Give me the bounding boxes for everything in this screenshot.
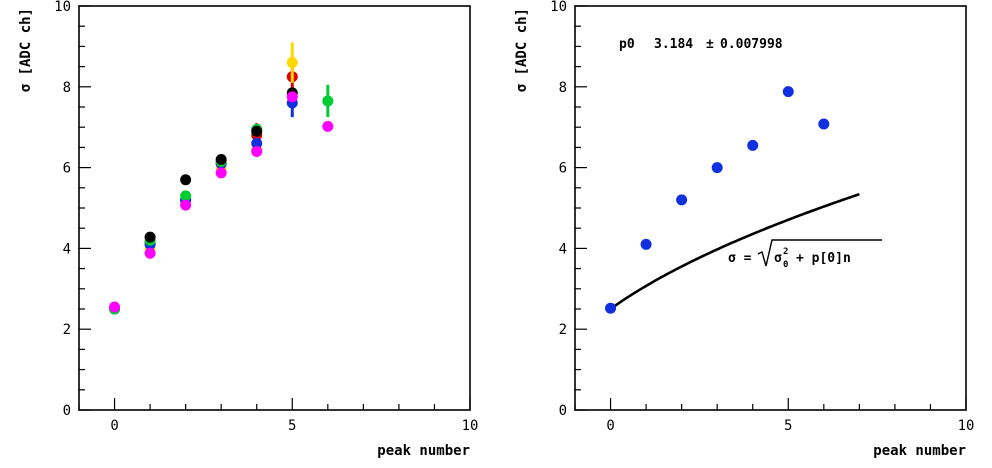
x-tick-label: 0	[110, 418, 118, 434]
fit-parameter-box: p0 3.184 ±0.007998	[619, 37, 783, 52]
y-tick-label: 2	[559, 322, 567, 338]
y-tick-label: 6	[559, 161, 567, 177]
fit-param-error: 0.007998	[720, 37, 783, 52]
formula-sigma: σ	[774, 251, 782, 266]
x-tick-label: 5	[784, 418, 792, 434]
data-point	[215, 167, 227, 179]
data-point	[180, 174, 192, 186]
sqrt-sign	[757, 239, 882, 267]
y-tick-label: 10	[550, 0, 567, 15]
y-tick-label: 6	[63, 161, 71, 177]
data-point	[322, 120, 334, 132]
y-axis-label: σ [ADC ch]	[514, 8, 530, 92]
data-point	[109, 301, 121, 313]
fit-param-value: 3.184	[654, 37, 693, 52]
chart-right-svg: 0 2 4 6 8 10 0 5 10 peak number σ [ADC ch] p0 3.184 ±…	[514, 0, 975, 459]
y-tick-label: 10	[54, 0, 71, 15]
data-point	[818, 118, 830, 130]
data-point	[251, 145, 263, 157]
fit-param-pm: ±	[706, 37, 714, 52]
formula-superscript: 2	[783, 247, 788, 257]
data-point	[676, 194, 688, 206]
fit-curve	[609, 192, 860, 311]
y-tick-label: 4	[559, 241, 567, 257]
y-tick-label: 0	[63, 403, 71, 419]
chart-right: 0 2 4 6 8 10 0 5 10 peak number σ [ADC ch] p0 3.184 ±…	[496, 0, 992, 468]
plot-frame	[574, 5, 967, 411]
formula-lhs: σ =	[728, 251, 752, 266]
data-point	[144, 231, 156, 243]
x-tick-label: 5	[288, 418, 296, 434]
data-point	[215, 154, 227, 166]
x-tick-label: 10	[958, 418, 975, 434]
x-axis-label: peak number	[873, 443, 966, 459]
data-point	[144, 247, 156, 259]
chart-left-svg: 0 2 4 6 8 10 0 5 10 peak number σ [ADC ch]	[18, 0, 479, 459]
data-point	[180, 190, 192, 202]
y-tick-label: 8	[63, 80, 71, 96]
data-point	[180, 199, 192, 211]
fit-param-name: p0	[619, 37, 635, 52]
y-axis-label: σ [ADC ch]	[18, 8, 34, 92]
data-point	[251, 137, 263, 149]
chart-left: 0 2 4 6 8 10 0 5 10 peak number σ [ADC ch]	[18, 0, 479, 459]
data-point	[286, 57, 298, 69]
data-point	[782, 86, 794, 98]
data-point	[640, 238, 652, 250]
data-point	[286, 91, 298, 103]
y-tick-label: 0	[559, 403, 567, 419]
x-axis-label: peak number	[377, 443, 470, 459]
y-tick-label: 2	[63, 322, 71, 338]
data-point	[251, 125, 263, 137]
formula-rhs: + p[0]n	[796, 251, 851, 266]
x-tick-label: 0	[606, 418, 614, 434]
y-tick-label: 4	[63, 241, 71, 257]
data-point	[747, 139, 759, 151]
data-point	[605, 302, 617, 314]
fit-formula: σ = σ 0 2 + p[0]n	[728, 239, 882, 270]
data-point	[711, 162, 723, 174]
x-tick-label: 10	[462, 418, 479, 434]
formula-subscript: 0	[783, 260, 788, 270]
plot-frame	[78, 5, 471, 411]
y-tick-label: 8	[559, 80, 567, 96]
data-point	[322, 95, 334, 107]
